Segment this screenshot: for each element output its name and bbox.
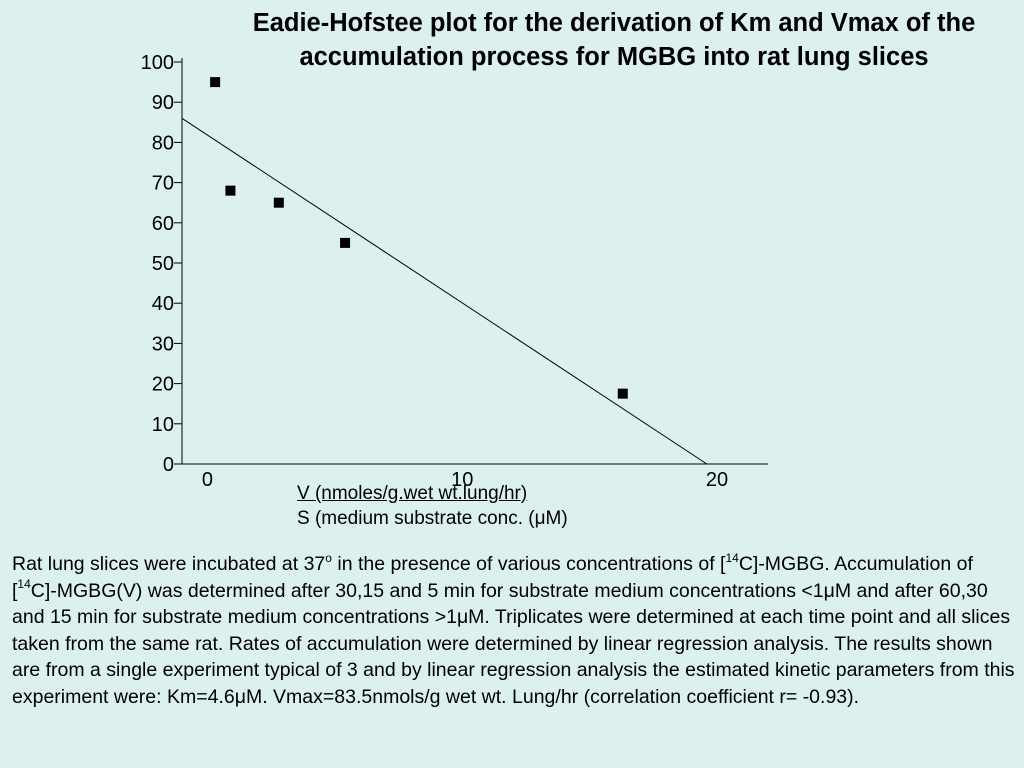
- y-tick-label: 30: [152, 333, 174, 355]
- y-axis-label: V (nmoles/g.wet wt.lung/hr): [297, 483, 528, 504]
- chart-title-line-2: accumulation process for MGBG into rat l…: [299, 43, 929, 71]
- x-tick-label: 20: [706, 469, 728, 491]
- y-tick-label: 20: [152, 374, 174, 396]
- data-point: [210, 77, 221, 88]
- data-point: [340, 237, 351, 248]
- y-tick-label: 40: [152, 293, 174, 315]
- x-tick-label: 0: [202, 469, 213, 491]
- caption-superscript-degree: o: [325, 550, 332, 565]
- figure-caption: Rat lung slices were incubated at 37o in…: [12, 551, 1022, 711]
- chart-title-line-1: Eadie-Hofstee plot for the derivation of…: [252, 9, 976, 37]
- y-tick-label: 0: [163, 454, 174, 476]
- caption-text-1: Rat lung slices were incubated at 37: [12, 553, 326, 575]
- caption-text-2: in the presence of various concentration…: [331, 553, 726, 575]
- caption-text-3: C]-MGBG. Accumulation of [: [12, 553, 973, 602]
- y-axis-ticks: 0 10 20 30 40 50 60 70 80 90 100: [141, 52, 182, 476]
- eadie-hofstee-chart: 0 10 20 30 40 50 60 70 80 90 100 0 10 20: [141, 52, 768, 491]
- data-point: [617, 388, 628, 399]
- y-tick-label: 10: [152, 414, 174, 436]
- x-tick-label: 10: [451, 469, 473, 491]
- chart-title: Eadie-Hofstee plot for the derivation of…: [206, 6, 1022, 74]
- y-tick-label: 50: [152, 253, 174, 275]
- data-point: [273, 197, 284, 208]
- y-tick-label: 80: [152, 132, 174, 154]
- regression-line-group: [181, 117, 708, 465]
- axis-labels: V (nmoles/g.wet wt.lung/hr) S (medium su…: [297, 481, 568, 531]
- regression-line: [181, 117, 708, 465]
- y-tick-label: 90: [152, 92, 174, 114]
- y-tick-label: 100: [141, 52, 174, 74]
- x-axis-ticks: 0 10 20: [202, 469, 728, 491]
- axes: [181, 58, 768, 465]
- caption-superscript-14-a: 14: [725, 550, 739, 565]
- data-points: [210, 77, 628, 399]
- x-axis-label: S (medium substrate conc. (μM): [297, 508, 568, 529]
- caption-text-4: C]-MGBG(V) was determined after 30,15 an…: [12, 579, 1015, 708]
- y-tick-label: 70: [152, 173, 174, 195]
- caption-superscript-14-b: 14: [17, 577, 31, 592]
- caption-paragraph: Rat lung slices were incubated at 37o in…: [12, 551, 1022, 711]
- data-point: [225, 185, 236, 196]
- y-tick-label: 60: [152, 213, 174, 235]
